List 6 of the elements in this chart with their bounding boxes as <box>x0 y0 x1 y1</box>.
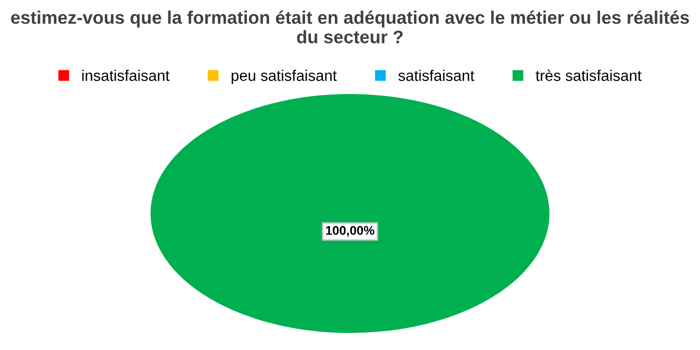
chart-title: estimez-vous que la formation était en adéquation avec le métier ou les réalités du secteur ? <box>11 10 689 44</box>
legend-label: peu satisfaisant <box>232 70 337 84</box>
data-label: 100,00% <box>326 226 374 237</box>
legend-label: insatisfaisant <box>82 70 170 81</box>
legend-label: satisfaisant <box>398 70 474 81</box>
legend-label: très satisfaisant <box>536 70 642 81</box>
